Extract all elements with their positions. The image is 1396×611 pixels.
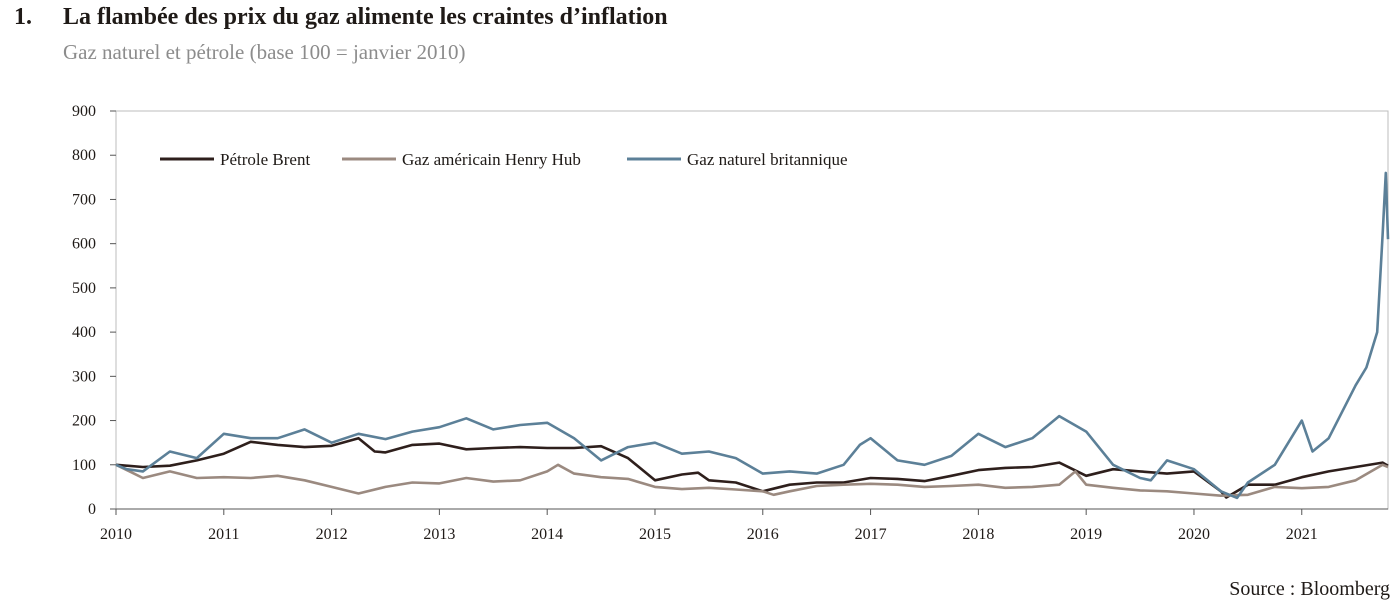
series-line-2 bbox=[115, 463, 1389, 497]
x-tick-label: 2011 bbox=[208, 526, 239, 543]
series-layer bbox=[115, 171, 1390, 500]
series-line-3 bbox=[115, 171, 1390, 500]
x-tick-label: 2016 bbox=[747, 526, 779, 543]
x-tick-label: 2018 bbox=[962, 526, 994, 543]
y-tick-label: 200 bbox=[72, 413, 96, 430]
plot-frame bbox=[115, 110, 1389, 510]
x-tick-label: 2017 bbox=[855, 526, 887, 543]
x-tick-label: 2012 bbox=[316, 526, 348, 543]
y-tick-label: 400 bbox=[72, 324, 96, 341]
source-note: Source : Bloomberg bbox=[1229, 578, 1390, 600]
y-tick-label: 100 bbox=[72, 457, 96, 474]
x-tick-label: 2021 bbox=[1286, 526, 1318, 543]
legend-label: Pétrole Brent bbox=[220, 150, 310, 169]
figure-number: 1. bbox=[14, 4, 32, 30]
x-tick-label: 2020 bbox=[1178, 526, 1210, 543]
y-tick-label: 700 bbox=[72, 191, 96, 208]
legend-label: Gaz naturel britannique bbox=[687, 150, 848, 169]
x-axis: 2010 2011 2012 2013 2014 2015 2016 2017 2018 2019… bbox=[100, 508, 1388, 543]
y-tick-label: 500 bbox=[72, 280, 96, 297]
y-tick-label: 900 bbox=[72, 103, 96, 120]
x-tick-label: 2014 bbox=[531, 526, 563, 543]
x-tick-label: 2013 bbox=[423, 526, 455, 543]
x-tick-label: 2019 bbox=[1070, 526, 1102, 543]
chart-title: La flambée des prix du gaz alimente les … bbox=[63, 4, 668, 30]
y-axis: 0 100 200 300 400 500 600 700 800 900 bbox=[72, 103, 116, 518]
y-tick-label: 600 bbox=[72, 236, 96, 253]
legend: Pétrole Brent Gaz américain Henry Hub Gaz … bbox=[160, 150, 848, 169]
chart-subtitle: Gaz naturel et pétrole (base 100 = janvi… bbox=[63, 40, 466, 64]
y-tick-label: 0 bbox=[88, 501, 96, 518]
y-tick-label: 300 bbox=[72, 368, 96, 385]
y-tick-label: 800 bbox=[72, 147, 96, 164]
x-tick-label: 2015 bbox=[639, 526, 671, 543]
x-tick-label: 2010 bbox=[100, 526, 132, 543]
legend-label: Gaz américain Henry Hub bbox=[402, 150, 581, 169]
